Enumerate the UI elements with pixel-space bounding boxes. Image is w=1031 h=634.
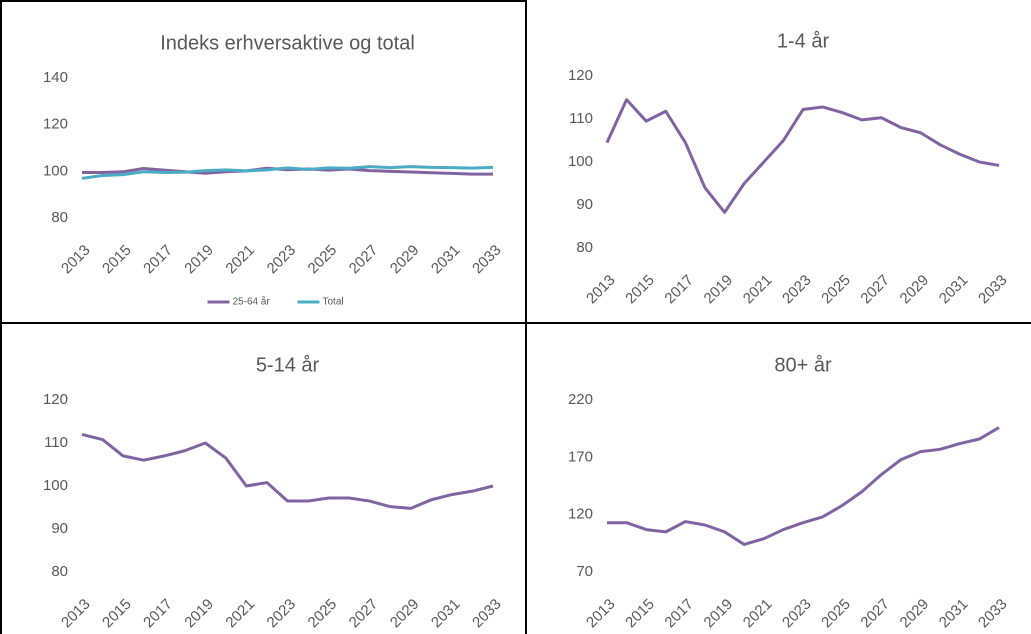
x-tick-label: 2027 <box>857 596 893 632</box>
y-tick-label: 220 <box>568 391 593 408</box>
x-tick-label: 2019 <box>701 272 737 308</box>
y-tick-label: 80 <box>51 563 68 580</box>
x-tick-label: 2021 <box>222 596 258 632</box>
y-tick-label: 120 <box>43 391 68 408</box>
legend-label: Total <box>323 297 344 308</box>
line-series <box>81 432 494 510</box>
x-tick-label: 2017 <box>661 272 697 308</box>
x-tick-label: 2025 <box>818 596 854 632</box>
x-tick-label: 2031 <box>936 272 972 308</box>
x-tick-label: 2031 <box>428 596 464 632</box>
legend-label: 25-64 år <box>233 296 271 308</box>
x-tick-label: 2015 <box>99 596 135 632</box>
y-tick-label: 90 <box>576 196 593 213</box>
x-tick-label: 2027 <box>346 242 382 278</box>
x-tick-label: 2023 <box>779 272 815 308</box>
chart: Indeks erhversaktive og total 80 100 120 140… <box>43 32 505 308</box>
chart: 5-14 år 80 90 100 110 120 2013 2015 2017 2019 2021… <box>43 354 505 632</box>
x-tick-label: 2017 <box>661 596 697 632</box>
x-tick-label: 2019 <box>181 242 217 278</box>
x-tick-label: 2017 <box>140 242 176 278</box>
x-tick-label: 2015 <box>99 242 135 278</box>
x-tick-label: 2033 <box>469 242 505 278</box>
x-tick-label: 2029 <box>387 242 423 278</box>
x-tick-label: 2025 <box>305 242 341 278</box>
panel: Indeks erhversaktive og total 80 100 120 140… <box>0 0 527 324</box>
x-tick-label: 2021 <box>740 272 776 308</box>
x-tick-label: 2017 <box>140 596 176 632</box>
y-tick-label: 100 <box>43 162 68 179</box>
x-tick-label: 2013 <box>583 272 619 308</box>
chart-title: 1-4 år <box>777 30 830 52</box>
x-tick-label: 2023 <box>264 596 300 632</box>
x-tick-label: 2031 <box>936 596 972 632</box>
x-tick-label: 2031 <box>428 242 464 278</box>
x-tick-label: 2027 <box>857 272 893 308</box>
y-tick-label: 110 <box>44 434 68 451</box>
x-tick-label: 2029 <box>897 272 933 308</box>
x-tick-label: 2033 <box>469 596 505 632</box>
chart-title: Indeks erhversaktive og total <box>160 32 415 54</box>
chart-title: 5-14 år <box>256 354 320 376</box>
y-tick-label: 120 <box>568 506 593 523</box>
x-tick-label: 2023 <box>264 242 300 278</box>
line-series <box>607 426 1000 546</box>
panel: 1-4 år 80 90 100 110 120 2013 2015 2017 2019 2021 2… <box>527 0 1031 324</box>
line-series <box>605 98 1000 214</box>
x-tick-label: 2029 <box>387 596 423 632</box>
x-tick-label: 2029 <box>897 596 933 632</box>
chart-title: 80+ år <box>774 354 832 376</box>
x-tick-label: 2013 <box>58 596 94 632</box>
y-tick-label: 100 <box>43 477 68 494</box>
panel: 5-14 år 80 90 100 110 120 2013 2015 2017 2019 2021… <box>0 324 527 634</box>
x-tick-label: 2019 <box>701 596 737 632</box>
x-tick-label: 2013 <box>58 242 94 278</box>
y-tick-label: 70 <box>576 563 593 580</box>
y-tick-label: 80 <box>51 209 68 226</box>
y-tick-label: 170 <box>568 448 593 465</box>
panel: 80+ år 70 120 170 220 2013 2015 2017 2019 2021 202… <box>527 324 1031 634</box>
x-tick-label: 2023 <box>779 596 815 632</box>
y-tick-label: 90 <box>51 520 68 537</box>
line-series <box>82 166 493 176</box>
y-tick-label: 110 <box>569 110 593 127</box>
x-tick-label: 2015 <box>622 596 658 632</box>
y-tick-label: 120 <box>568 67 593 84</box>
x-tick-label: 2021 <box>222 242 258 278</box>
x-tick-label: 2025 <box>818 272 854 308</box>
y-tick-label: 120 <box>43 116 68 133</box>
x-tick-label: 2021 <box>740 596 776 632</box>
y-tick-label: 100 <box>568 153 593 170</box>
x-tick-label: 2027 <box>346 596 382 632</box>
x-tick-label: 2033 <box>975 272 1011 308</box>
x-tick-label: 2013 <box>583 596 619 632</box>
x-tick-label: 2015 <box>622 272 658 308</box>
x-tick-label: 2025 <box>305 596 341 632</box>
y-tick-label: 140 <box>43 69 68 86</box>
y-tick-label: 80 <box>576 239 593 256</box>
x-tick-label: 2033 <box>975 596 1011 632</box>
x-tick-label: 2019 <box>181 596 217 632</box>
line-series <box>81 165 494 180</box>
